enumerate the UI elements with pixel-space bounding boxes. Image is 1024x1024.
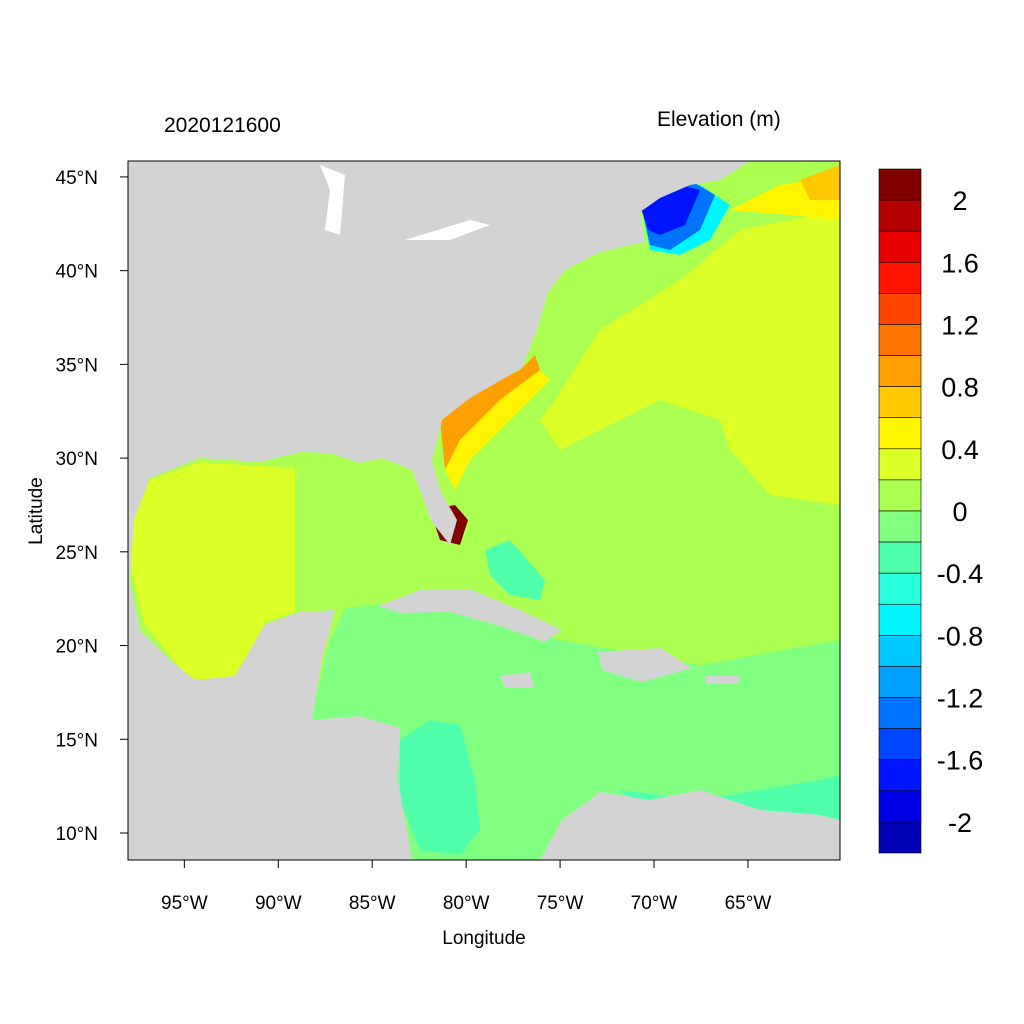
colorbar-swatch (878, 230, 922, 263)
colorbar-swatch (878, 479, 922, 512)
lake-erie-water (405, 220, 490, 240)
y-tick-label: 25°N (56, 543, 98, 564)
y-tick-label: 10°N (56, 824, 98, 845)
colorbar-label: -1.6 (937, 746, 984, 776)
puerto-rico-land (705, 676, 740, 684)
map-layers (128, 161, 840, 860)
y-tick-label: 35°N (56, 355, 98, 376)
colorbar-swatch (878, 386, 922, 419)
atlantic-high-region (540, 210, 840, 505)
cuba-land (378, 590, 562, 642)
colorbar-swatch (878, 324, 922, 356)
colorbar-swatch (878, 448, 922, 481)
colorbar-label: -2 (948, 808, 972, 838)
colorbar-swatch (878, 603, 922, 636)
y-tick-label: 40°N (56, 262, 98, 283)
x-tick-label: 95°W (161, 893, 208, 914)
y-tick-label: 45°N (56, 168, 98, 189)
colorbar-swatch (878, 541, 922, 574)
plot-frame (127, 160, 841, 861)
gulf-west-region (130, 462, 295, 680)
y-tick-label: 20°N (56, 637, 98, 658)
hispaniola-land (598, 648, 692, 682)
colorbar-swatch (878, 697, 922, 729)
southeast-coast-orange (440, 355, 540, 470)
colorbar-swatch (878, 199, 922, 232)
colorbar-swatch (878, 168, 922, 201)
great-lakes-water (320, 165, 345, 235)
colorbar-label: 0 (952, 497, 967, 527)
bahamas-region (485, 540, 545, 600)
colorbar-label: 1.2 (941, 310, 979, 340)
colorbar-swatch (878, 417, 922, 450)
x-tick-label: 85°W (349, 893, 396, 914)
y-tick-label: 30°N (56, 449, 98, 470)
southeast-coast-yellow (445, 370, 550, 490)
latitude-axis: 45°N 40°N 35°N 30°N 25°N 20°N 15°N 10°N (56, 168, 128, 845)
northeast-orange-region (800, 165, 840, 200)
x-tick-label: 70°W (631, 893, 678, 914)
colorbar-swatch (878, 355, 922, 387)
x-tick-label: 80°W (443, 893, 490, 914)
colorbar-swatch (878, 728, 922, 761)
x-tick-label: 65°W (725, 893, 772, 914)
x-tick-label: 90°W (255, 893, 302, 914)
colorbar-label: -0.4 (937, 559, 984, 589)
colorbar-label: 2 (952, 186, 967, 216)
colorbar-swatch (878, 759, 922, 792)
colorbar-label: 0.4 (941, 435, 979, 465)
colorbar-swatch (878, 261, 922, 294)
nicaragua-shelf-region (400, 720, 480, 855)
longitude-axis: 95°W 90°W 85°W 80°W 75°W 70°W 65°W (161, 860, 771, 914)
colorbar-label: 1.6 (941, 248, 979, 278)
colorbar-swatch (878, 666, 922, 698)
colorbar: 2 1.6 1.2 0.8 0.4 0 -0.4 -0.8 -1.2 -1.6 -2 (878, 168, 984, 854)
y-axis-label: Latitude (26, 477, 47, 545)
y-tick-label: 15°N (56, 730, 98, 751)
colorbar-swatch (878, 635, 922, 667)
date-title: 2020121600 (164, 114, 281, 137)
colorbar-swatch (878, 510, 922, 543)
x-tick-label: 75°W (537, 893, 584, 914)
variable-title: Elevation (m) (657, 108, 781, 131)
colorbar-swatch (878, 572, 922, 605)
colorbar-swatch (878, 790, 922, 823)
colorbar-label: -0.8 (937, 621, 984, 651)
colorbar-label: 0.8 (941, 373, 979, 403)
north-america-land (128, 161, 750, 860)
jamaica-land (500, 672, 535, 688)
colorbar-swatch (878, 293, 922, 325)
x-axis-label: Longitude (442, 928, 525, 949)
south-america-land (540, 790, 840, 860)
colorbar-label: -1.2 (937, 684, 984, 714)
colorbar-swatch (878, 821, 922, 854)
